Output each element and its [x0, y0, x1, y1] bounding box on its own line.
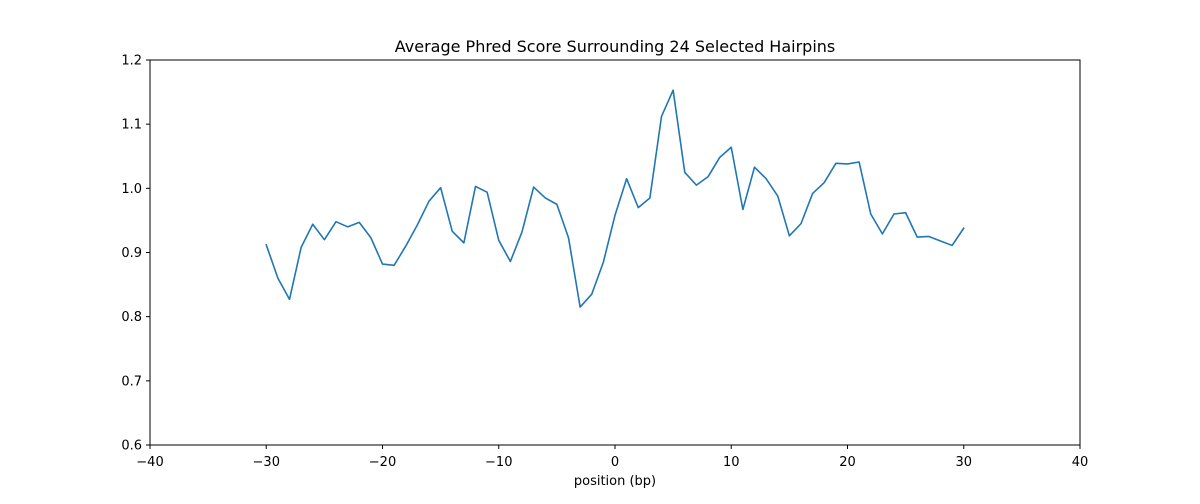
y-tick-label: 1.0 — [121, 182, 142, 197]
y-tick-label: 1.2 — [121, 54, 142, 69]
x-axis-label: position (bp) — [574, 474, 656, 489]
x-tick-label: 40 — [1072, 455, 1089, 470]
series-group — [265, 89, 965, 308]
y-tick-label: 0.6 — [121, 439, 142, 454]
chart-title: Average Phred Score Surrounding 24 Selec… — [395, 37, 836, 56]
series-line — [265, 89, 965, 308]
plot-frame — [149, 59, 1081, 446]
x-axis-ticks: −40 −30 −20 −10 0 10 20 30 40 — [136, 445, 1088, 470]
x-tick-label: 10 — [723, 455, 740, 470]
x-tick-label: −40 — [136, 455, 163, 470]
x-tick-label: 0 — [611, 455, 619, 470]
y-tick-label: 0.9 — [121, 246, 142, 261]
x-tick-label: −30 — [253, 455, 280, 470]
y-tick-label: 0.8 — [121, 310, 142, 325]
y-tick-label: 0.7 — [121, 374, 142, 389]
x-tick-label: −10 — [485, 455, 512, 470]
y-axis-ticks: 0.6 0.7 0.8 0.9 1.0 1.1 1.2 — [121, 54, 150, 454]
x-tick-label: 20 — [839, 455, 856, 470]
x-tick-label: −20 — [369, 455, 396, 470]
y-tick-label: 1.1 — [121, 118, 142, 133]
x-tick-label: 30 — [955, 455, 972, 470]
